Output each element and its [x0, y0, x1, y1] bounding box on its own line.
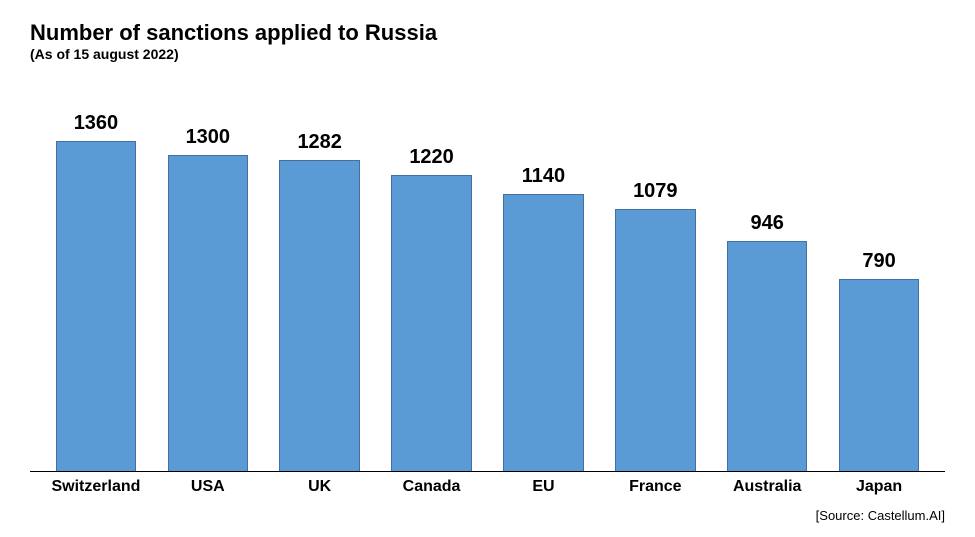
- bar-slot: 790: [823, 250, 935, 471]
- category-label: USA: [152, 478, 264, 496]
- chart-area: 1360 1300 1282 1220 1140 1079 946 790: [30, 102, 945, 472]
- bar: [503, 194, 584, 471]
- bar-slot: 1140: [488, 165, 600, 471]
- category-label: France: [599, 478, 711, 496]
- bar: [279, 160, 360, 471]
- bar-slot: 1079: [599, 180, 711, 471]
- bar: [168, 155, 249, 471]
- bar-value-label: 1282: [297, 131, 342, 154]
- bar-slot: 1282: [264, 131, 376, 471]
- bar: [615, 209, 696, 471]
- bar-slot: 1360: [40, 112, 152, 471]
- bar: [56, 141, 137, 471]
- category-label: UK: [264, 478, 376, 496]
- chart-subtitle: (As of 15 august 2022): [30, 46, 945, 62]
- bar-value-label: 790: [862, 250, 895, 273]
- bar-slot: 946: [711, 212, 823, 471]
- bar-value-label: 946: [751, 212, 784, 235]
- category-label: Japan: [823, 478, 935, 496]
- bar-value-label: 1079: [633, 180, 678, 203]
- bar: [727, 241, 808, 471]
- bar: [391, 175, 472, 471]
- bar-value-label: 1300: [186, 126, 231, 149]
- bar-slot: 1300: [152, 126, 264, 471]
- bar-value-label: 1360: [74, 112, 119, 135]
- category-label: Australia: [711, 478, 823, 496]
- bar-value-label: 1220: [409, 146, 454, 169]
- category-label: Canada: [376, 478, 488, 496]
- bar: [839, 279, 920, 471]
- category-label: EU: [488, 478, 600, 496]
- chart-title: Number of sanctions applied to Russia: [30, 20, 945, 46]
- category-labels-row: Switzerland USA UK Canada EU France Aust…: [30, 472, 945, 496]
- source-text: [Source: Castellum.AI]: [816, 508, 945, 523]
- bar-slot: 1220: [376, 146, 488, 471]
- category-label: Switzerland: [40, 478, 152, 496]
- bar-value-label: 1140: [522, 165, 565, 188]
